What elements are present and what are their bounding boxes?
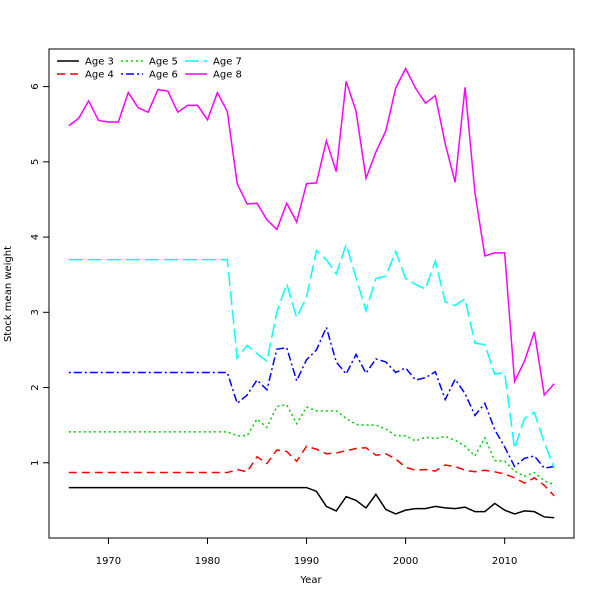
- y-tick-label: 2: [30, 384, 41, 390]
- x-axis: 1970 1980 1990 2000 2010: [96, 538, 517, 567]
- plot-frame: [48, 48, 575, 539]
- series-line-age-6: [68, 325, 555, 469]
- legend-label-age-6: Age 6: [149, 70, 178, 81]
- x-tick-label: 2000: [393, 556, 418, 567]
- series-line-age-7: [68, 242, 555, 469]
- series-line-age-5: [68, 404, 555, 486]
- y-tick-label: 3: [30, 309, 41, 315]
- series-line-age-4: [68, 445, 555, 497]
- x-tick-label: 1970: [96, 556, 121, 567]
- series-line-age-8: [68, 66, 555, 397]
- y-tick-label: 4: [30, 234, 41, 240]
- legend: Age 3 Age 4 Age 5 Age 6 Age 7 Age 8: [57, 57, 242, 81]
- y-tick-label: 1: [30, 460, 41, 466]
- x-axis-title: Year: [299, 575, 322, 586]
- legend-label-age-7: Age 7: [213, 57, 242, 68]
- series-line-age-3: [68, 486, 555, 519]
- y-tick-label: 6: [30, 83, 41, 89]
- legend-label-age-5: Age 5: [149, 57, 178, 68]
- y-tick-label: 5: [30, 159, 41, 165]
- legend-label-age-8: Age 8: [213, 70, 242, 81]
- y-axis-title: Stock mean weight: [3, 246, 14, 342]
- y-axis: 1 2 3 4 5 6: [30, 83, 49, 466]
- x-tick-label: 1980: [195, 556, 220, 567]
- series-layer: [68, 66, 555, 519]
- legend-label-age-4: Age 4: [85, 70, 114, 81]
- x-tick-label: 2010: [492, 556, 517, 567]
- x-tick-label: 1990: [294, 556, 319, 567]
- legend-label-age-3: Age 3: [85, 57, 114, 68]
